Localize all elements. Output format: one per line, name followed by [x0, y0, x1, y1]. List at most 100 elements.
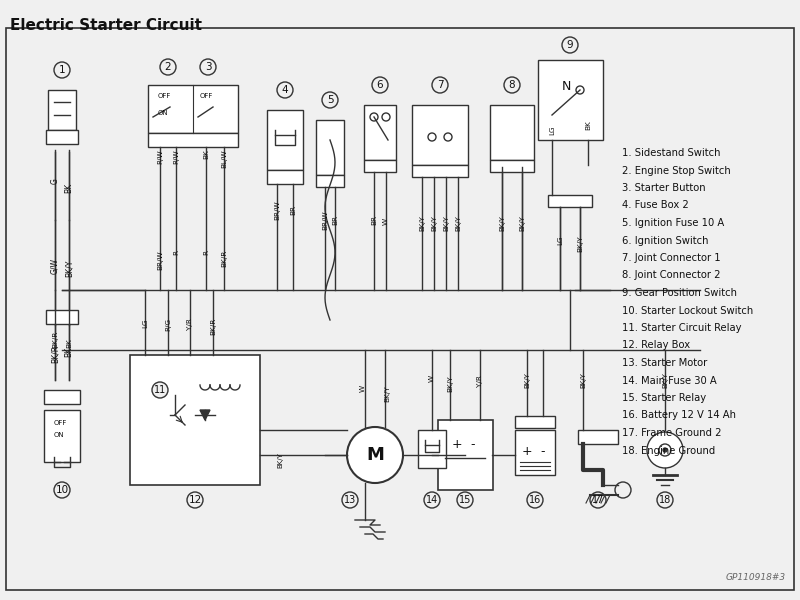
Text: 12. Relay Box: 12. Relay Box — [622, 340, 690, 350]
Circle shape — [347, 427, 403, 483]
Text: 7. Joint Connector 1: 7. Joint Connector 1 — [622, 253, 721, 263]
Polygon shape — [200, 410, 210, 420]
Text: +: + — [522, 445, 532, 458]
Text: 5. Ignition Fuse 10 A: 5. Ignition Fuse 10 A — [622, 218, 724, 228]
Text: BL/W: BL/W — [221, 149, 227, 167]
Bar — [316, 175, 344, 187]
Text: Y/R: Y/R — [477, 375, 483, 387]
Text: BR/W: BR/W — [274, 200, 280, 220]
Text: 6: 6 — [377, 80, 383, 90]
Circle shape — [200, 59, 216, 75]
Bar — [490, 105, 534, 160]
Text: BR: BR — [371, 215, 377, 225]
Text: -: - — [541, 445, 546, 458]
Text: BK: BK — [65, 347, 74, 357]
Text: 2: 2 — [165, 62, 171, 72]
Bar — [364, 105, 396, 160]
Text: -: - — [470, 438, 475, 451]
Circle shape — [277, 82, 293, 98]
Text: BK/Y: BK/Y — [65, 260, 74, 277]
Text: M: M — [366, 446, 384, 464]
Circle shape — [432, 77, 448, 93]
Circle shape — [54, 482, 70, 498]
Circle shape — [54, 62, 70, 78]
Text: 8: 8 — [509, 80, 515, 90]
Text: 3: 3 — [205, 62, 211, 72]
Text: BK: BK — [66, 338, 72, 348]
Text: BK/Y: BK/Y — [499, 215, 505, 231]
Text: 10. Starter Lockout Switch: 10. Starter Lockout Switch — [622, 305, 754, 316]
Text: 16. Battery 12 V 14 Ah: 16. Battery 12 V 14 Ah — [622, 410, 736, 421]
Bar — [538, 60, 603, 140]
Text: 15. Starter Relay: 15. Starter Relay — [622, 393, 706, 403]
Text: 13. Starter Motor: 13. Starter Motor — [622, 358, 707, 368]
Circle shape — [160, 59, 176, 75]
Text: 15: 15 — [459, 495, 471, 505]
Bar — [48, 90, 76, 130]
Text: BK: BK — [65, 183, 74, 193]
Text: BK/Y: BK/Y — [519, 215, 525, 231]
Bar — [267, 170, 303, 184]
Text: R/G: R/G — [165, 318, 171, 331]
Bar — [412, 105, 468, 165]
Text: OFF: OFF — [158, 93, 171, 99]
Text: +: + — [452, 438, 462, 451]
Text: R: R — [173, 250, 179, 255]
Text: 16: 16 — [529, 495, 541, 505]
Text: BK/R: BK/R — [210, 318, 216, 335]
Text: G: G — [50, 178, 59, 184]
Text: 9: 9 — [566, 40, 574, 50]
Text: 7: 7 — [437, 80, 443, 90]
Text: 14. Main Fuse 30 A: 14. Main Fuse 30 A — [622, 376, 717, 385]
Text: BK/Y: BK/Y — [524, 372, 530, 388]
Text: BK/R: BK/R — [52, 331, 58, 348]
Text: 11: 11 — [154, 385, 166, 395]
Circle shape — [504, 77, 520, 93]
Text: 17. Frame Ground 2: 17. Frame Ground 2 — [622, 428, 722, 438]
Text: 8. Joint Connector 2: 8. Joint Connector 2 — [622, 271, 721, 280]
Bar — [148, 133, 238, 147]
Bar — [515, 416, 555, 428]
Text: LG: LG — [142, 318, 148, 328]
Circle shape — [322, 92, 338, 108]
Text: 3. Starter Button: 3. Starter Button — [622, 183, 706, 193]
Text: 11. Starter Circuit Relay: 11. Starter Circuit Relay — [622, 323, 742, 333]
Text: G/W: G/W — [50, 258, 59, 274]
Text: 18: 18 — [659, 495, 671, 505]
Text: BR/W: BR/W — [157, 250, 163, 269]
Text: BK: BK — [585, 120, 591, 130]
Circle shape — [562, 37, 578, 53]
Text: BK/Y: BK/Y — [431, 215, 437, 231]
Circle shape — [527, 492, 543, 508]
Text: 1: 1 — [58, 65, 66, 75]
Text: 4. Fuse Box 2: 4. Fuse Box 2 — [622, 200, 689, 211]
Circle shape — [663, 448, 667, 452]
Text: LG: LG — [557, 235, 563, 245]
Text: R/W: R/W — [173, 149, 179, 164]
Text: BR: BR — [290, 205, 296, 215]
Bar — [578, 430, 618, 444]
Circle shape — [187, 492, 203, 508]
Bar — [44, 390, 80, 404]
Bar — [130, 355, 260, 485]
Bar — [46, 130, 78, 144]
Text: OFF: OFF — [200, 93, 214, 99]
Text: LG: LG — [549, 125, 555, 134]
Bar — [412, 165, 468, 177]
Bar — [490, 160, 534, 172]
Text: BK/Y: BK/Y — [580, 372, 586, 388]
Text: BK/Y: BK/Y — [443, 215, 449, 231]
Text: 12: 12 — [188, 495, 202, 505]
Text: BK: BK — [203, 149, 209, 159]
Circle shape — [342, 492, 358, 508]
Text: 10: 10 — [55, 485, 69, 495]
Text: 13: 13 — [344, 495, 356, 505]
Text: BK/Y: BK/Y — [384, 385, 390, 401]
Circle shape — [657, 492, 673, 508]
Bar — [46, 310, 78, 324]
Text: BK/Y: BK/Y — [455, 215, 461, 231]
Text: BK/Y: BK/Y — [277, 452, 283, 468]
Text: BK/R: BK/R — [221, 250, 227, 267]
Text: 14: 14 — [426, 495, 438, 505]
Bar — [316, 120, 344, 175]
